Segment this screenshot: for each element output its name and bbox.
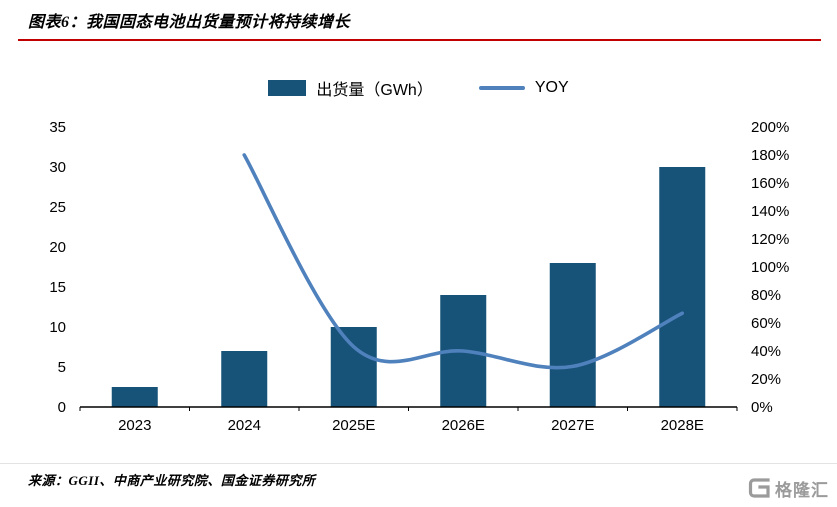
source-note: 来源：GGII、中商产业研究院、国金证券研究所: [28, 473, 316, 488]
x-axis-label: 2024: [228, 417, 261, 434]
right-axis-tick-label: 40%: [751, 343, 781, 360]
left-axis-tick-label: 30: [49, 159, 66, 176]
bar-2027E: [549, 263, 596, 407]
legend-item-yoy: YOY: [478, 79, 569, 97]
left-axis-tick-label: 0: [58, 399, 66, 416]
gelonghui-logo: 格隆汇: [746, 475, 829, 501]
x-axis-label: 2025E: [332, 417, 375, 434]
bar-2023: [111, 387, 158, 407]
bar-2028E: [659, 167, 706, 407]
gelonghui-logo-text: 格隆汇: [775, 480, 829, 500]
gelonghui-logo-icon: [748, 478, 770, 498]
x-axis-label: 2023: [118, 417, 151, 434]
left-axis-tick-label: 15: [49, 279, 66, 296]
right-axis-tick-label: 160%: [751, 175, 789, 192]
left-axis-tick-label: 35: [49, 119, 66, 136]
bar-series-label: 出货量（GWh）: [316, 82, 433, 99]
bar-2024: [221, 351, 268, 407]
chart-header: 图表6：我国固态电池出货量预计将持续增长: [18, 8, 821, 41]
right-axis-tick-label: 140%: [751, 203, 789, 220]
yoy-line: [242, 153, 685, 370]
footer-rule: [0, 463, 837, 464]
right-axis-tick-label: 200%: [751, 119, 789, 136]
chart-title: 图表6：我国固态电池出货量预计将持续增长: [28, 14, 351, 31]
x-axis-label: 2028E: [661, 417, 704, 434]
right-axis-tick-label: 0%: [751, 399, 773, 416]
right-axis-tick-label: 20%: [751, 371, 781, 388]
right-axis-tick-label: 80%: [751, 287, 781, 304]
title-rule: [18, 39, 821, 41]
legend-item-shipments: 出货量（GWh）: [268, 76, 433, 100]
left-axis-tick-label: 5: [58, 359, 66, 376]
line-series-swatch: [478, 86, 525, 90]
x-axis-label: 2027E: [551, 417, 594, 434]
right-axis-tick-label: 100%: [751, 259, 789, 276]
chart-legend: 出货量（GWh） YOY: [0, 76, 837, 100]
left-axis-tick-label: 25: [49, 199, 66, 216]
line-series-label: YOY: [534, 79, 569, 96]
left-axis-tick-label: 20: [49, 239, 66, 256]
right-axis-tick-label: 120%: [751, 231, 789, 248]
x-axis-label: 2026E: [442, 417, 485, 434]
left-axis-tick-label: 10: [49, 319, 66, 336]
bar-2025E: [330, 327, 377, 407]
right-axis-tick-label: 60%: [751, 315, 781, 332]
right-axis-tick-label: 180%: [751, 147, 789, 164]
bar-series-swatch: [268, 80, 307, 96]
